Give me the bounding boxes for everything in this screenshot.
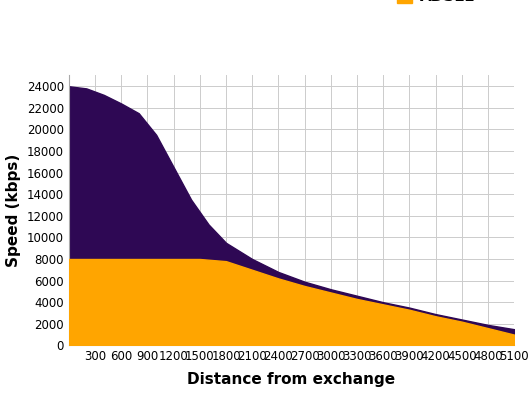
Text: Distance from exchange: Distance from exchange — [188, 372, 395, 387]
Y-axis label: Speed (kbps): Speed (kbps) — [6, 154, 21, 267]
Text: Distance from exchange (metres): Distance from exchange (metres) — [163, 372, 420, 387]
Legend: ADSL2+, ADSL1: ADSL2+, ADSL1 — [397, 0, 489, 4]
